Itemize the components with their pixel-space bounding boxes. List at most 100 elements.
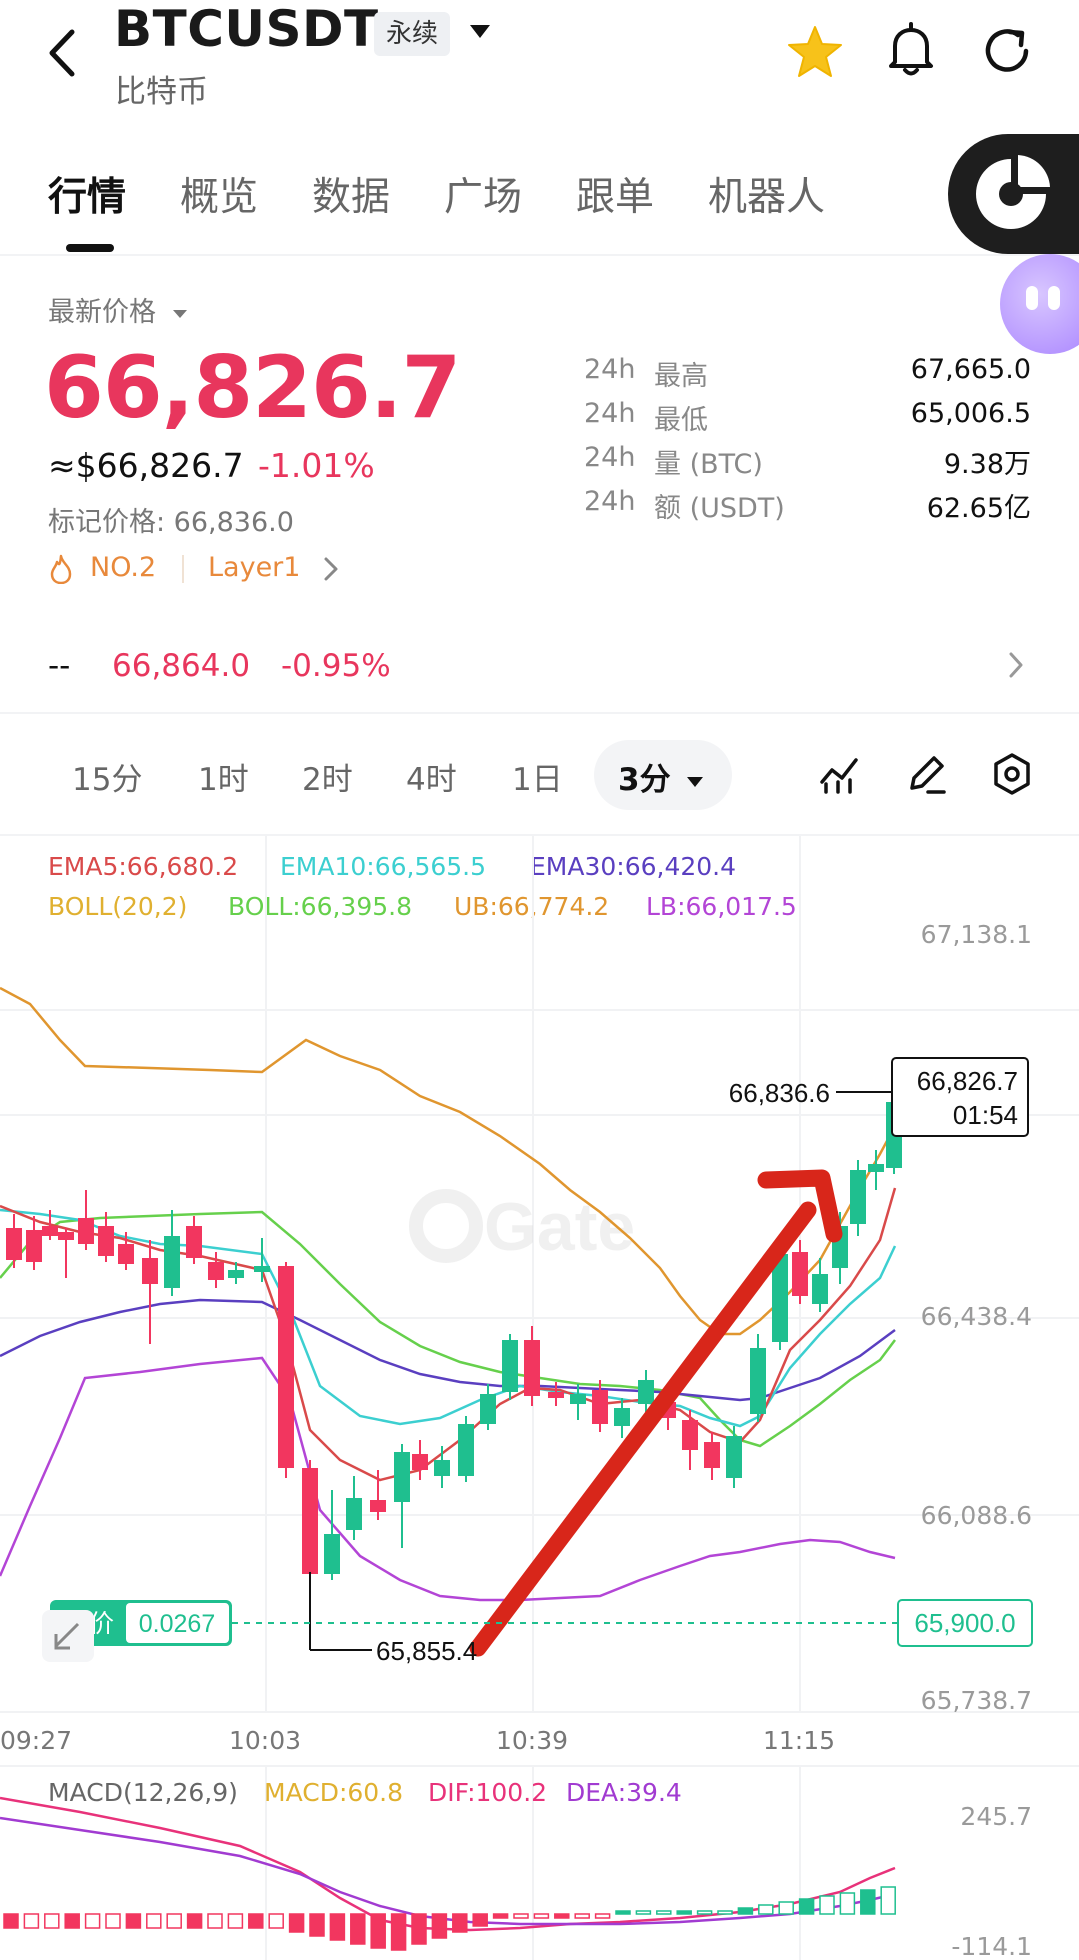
time-axis-label: 10:39 [496, 1726, 569, 1755]
assistant-bot-button[interactable] [1000, 254, 1079, 354]
interval-1h[interactable]: 1时 [198, 762, 249, 798]
macd-bar [125, 1913, 142, 1929]
macd-bar [472, 1913, 488, 1927]
macd-bar [23, 1913, 40, 1929]
floating-chart-button[interactable] [948, 134, 1079, 254]
candle-body [592, 1390, 608, 1424]
limit-price-value: 65,900.0 [914, 1608, 1015, 1638]
candle-body [164, 1236, 180, 1288]
ema5-legend: EMA5:66,680.2 [48, 852, 239, 881]
macd-bar [227, 1913, 244, 1929]
candle-body [434, 1460, 450, 1476]
time-axis-label: 10:03 [229, 1726, 302, 1755]
candle-body [78, 1218, 94, 1244]
fire-icon [50, 554, 72, 584]
macd-value: MACD:60.8 [264, 1778, 404, 1807]
stat-period: 24h [584, 398, 636, 429]
macd-bar [186, 1913, 203, 1929]
selected-interval[interactable]: 3分 [618, 754, 705, 799]
interval-15m[interactable]: 15分 [72, 762, 143, 798]
macd-title: MACD(12,26,9) [48, 1778, 238, 1807]
candle-body [302, 1468, 318, 1574]
candle-body [208, 1262, 224, 1280]
macd-bar [329, 1913, 346, 1941]
ema10-legend: EMA10:66,565.5 [280, 852, 487, 881]
macd-bar [717, 1910, 733, 1915]
refresh-icon[interactable] [982, 26, 1032, 76]
tab-indicator [66, 244, 114, 252]
kline-chart[interactable]: Gate 66,836.6 65,855.4 66,826.7 [0, 836, 1079, 1960]
limit-price-tag[interactable]: 65,900.0 [897, 1599, 1033, 1647]
macd-bar [798, 1898, 815, 1915]
chevron-right-icon[interactable] [1006, 650, 1026, 680]
candle-body [502, 1340, 518, 1392]
macd-bar [248, 1913, 264, 1929]
candle-body [58, 1232, 74, 1240]
settings-icon[interactable] [990, 752, 1034, 796]
macd-bar [207, 1913, 223, 1929]
limit-value: 0.0267 [139, 1610, 215, 1638]
collapse-icon[interactable] [42, 1610, 94, 1662]
symbol-title[interactable]: BTCUSDT [114, 0, 379, 58]
price-axis-label: 65,738.7 [920, 1686, 1032, 1715]
divider [0, 254, 1079, 256]
bell-icon[interactable] [885, 22, 937, 78]
interval-4h[interactable]: 4时 [406, 762, 457, 798]
stat-value-turnover: 62.65亿 [926, 493, 1031, 524]
tab-data[interactable]: 数据 [312, 175, 391, 220]
draw-pen-icon[interactable] [904, 752, 948, 796]
limit-order-tag[interactable]: 限价 0.0267 [50, 1600, 232, 1646]
macd-bar [737, 1907, 754, 1915]
low-marker-label: 65,855.4 [376, 1636, 477, 1666]
macd-bar [64, 1913, 80, 1929]
chevron-down-icon[interactable] [468, 22, 492, 42]
tab-copy-trade[interactable]: 跟单 [576, 175, 655, 220]
candle-body [394, 1452, 410, 1502]
interval-selector[interactable] [594, 740, 732, 810]
boll-ub-legend: UB:66,774.2 [454, 892, 610, 921]
stat-label-turnover: 额 (USDT) [654, 493, 785, 524]
sector-tag[interactable]: Layer1 [208, 552, 301, 583]
tab-market[interactable]: 行情 [48, 175, 127, 220]
pie-chart-icon [976, 155, 1050, 229]
latest-price-label[interactable]: 最新价格 [48, 290, 189, 329]
macd-bar [492, 1913, 509, 1919]
candle-body [42, 1226, 58, 1236]
macd-bar [268, 1913, 284, 1929]
indicator-chart-icon[interactable] [818, 752, 862, 796]
macd-bar [860, 1889, 876, 1915]
macd-bar [166, 1913, 182, 1929]
index-price: 66,864.0 [112, 648, 251, 684]
candle-body [278, 1266, 294, 1468]
divider [0, 712, 1079, 714]
candle-body [750, 1348, 766, 1414]
tab-overview[interactable]: 概览 [180, 175, 259, 220]
contract-type-badge[interactable]: 永续 [374, 12, 451, 56]
candle-body [868, 1164, 884, 1172]
candle-body [26, 1230, 42, 1262]
rank-tag[interactable]: NO.2 [90, 552, 157, 583]
current-price-box: 66,826.7 01:54 [891, 1057, 1029, 1137]
stat-value-low: 65,006.5 [910, 398, 1031, 429]
tab-square[interactable]: 广场 [444, 175, 523, 220]
macd-bar [758, 1904, 774, 1915]
macd-bar [288, 1913, 305, 1933]
boll-legend: BOLL(20,2) [48, 892, 188, 921]
macd-dea-line [0, 1816, 896, 1926]
countdown-timer: 01:54 [953, 1100, 1018, 1130]
time-axis-label: 11:15 [763, 1726, 836, 1755]
bot-eye [1026, 286, 1038, 310]
back-arrow-icon[interactable] [42, 28, 86, 78]
interval-1d[interactable]: 1日 [512, 762, 563, 798]
tab-bot[interactable]: 机器人 [708, 175, 826, 220]
candle-body [772, 1254, 788, 1342]
chevron-right-icon[interactable] [322, 556, 340, 582]
candle-body [812, 1274, 828, 1304]
mark-price: 标记价格: 66,836.0 [48, 507, 294, 538]
interval-2h[interactable]: 2时 [302, 762, 353, 798]
boll-mid-line [0, 1210, 896, 1448]
price-axis-label: 66,438.4 [920, 1302, 1032, 1331]
candle-body [480, 1394, 496, 1424]
favorite-star-icon[interactable] [786, 24, 844, 80]
candle-body [726, 1436, 742, 1478]
